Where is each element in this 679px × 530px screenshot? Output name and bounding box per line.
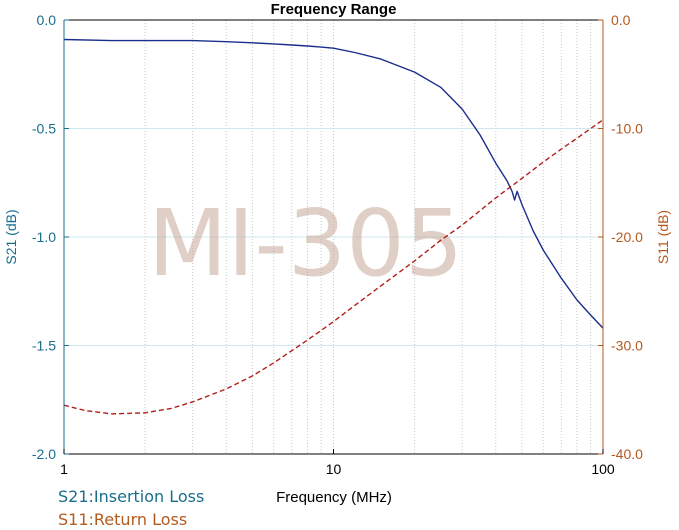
grid (64, 20, 603, 454)
tick-label-x: 1 (60, 461, 68, 477)
watermark-text: MI-305 (148, 190, 463, 297)
legend-entry-s11: S11:Return Loss (58, 510, 187, 529)
tick-label-left: -1.0 (32, 229, 56, 245)
series-line-s21 (63, 38, 604, 329)
tick-labels: 0.0 -0.5 -1.0 -1.5 -2.0 0.0 -10.0 -20.0 -30.0 -40… (32, 12, 643, 477)
tick-label-left: -1.5 (32, 338, 56, 354)
tick-label-right: -40.0 (611, 446, 643, 462)
x-axis-label: Frequency (MHz) (276, 489, 392, 506)
series-layer (63, 38, 604, 415)
tick-label-right: -10.0 (611, 121, 643, 137)
legend-entry-s21: S21:Insertion Loss (58, 487, 204, 506)
tick-label-left: -0.5 (32, 121, 56, 137)
tick-label-right: 0.0 (611, 12, 631, 28)
tick-label-right: -20.0 (611, 229, 643, 245)
tick-label-x: 100 (591, 461, 615, 477)
y-axis-label-left: S21 (dB) (3, 209, 19, 264)
tick-label-left: -2.0 (32, 446, 56, 462)
y-axis-label-right: S11 (dB) (655, 210, 671, 264)
chart-title: Frequency Range (271, 1, 397, 18)
tick-label-right: -30.0 (611, 338, 643, 354)
series-line-s11 (63, 119, 604, 415)
tick-label-left: 0.0 (37, 12, 57, 28)
tick-label-x: 10 (326, 461, 342, 477)
